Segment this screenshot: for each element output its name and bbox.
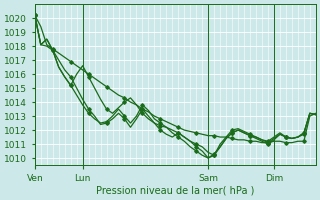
X-axis label: Pression niveau de la mer( hPa ): Pression niveau de la mer( hPa ): [96, 186, 254, 196]
